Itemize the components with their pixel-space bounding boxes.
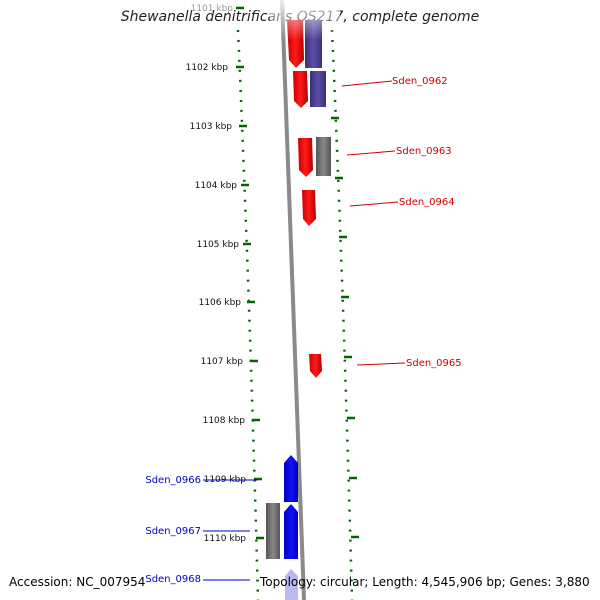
gene-sden-0966[interactable] [284,455,298,502]
genome-backbone [280,0,306,600]
ruler-label: 1108 kbp [203,416,246,426]
ruler-label: 1107 kbp [201,357,244,367]
gene-sden-0967[interactable] [284,504,298,559]
gene-label-sden-0968[interactable]: Sden_0968 [145,574,201,585]
gene-label-sden-0965[interactable]: Sden_0965 [406,358,462,369]
gene-sden-0963[interactable] [298,138,313,177]
genome-summary-text: Topology: circular; Length: 4,545,906 bp… [260,575,590,589]
ruler-label: 1104 kbp [195,181,238,191]
gene-sden-0965[interactable] [309,354,322,378]
gene-label-sden-0966[interactable]: Sden_0966 [145,475,201,486]
gene-sden-0962[interactable] [293,71,308,108]
ruler-label: 1103 kbp [190,122,233,132]
outer-ruler-track-left [236,29,260,600]
gene-label-sden-0967[interactable]: Sden_0967 [145,526,201,537]
leader-line-sden-0962 [341,80,393,87]
gene-sden-0968[interactable] [285,569,298,600]
top-fade [270,0,340,40]
gene-label-sden-0963[interactable]: Sden_0963 [396,146,452,157]
leader-line-sden-0965 [356,362,406,366]
accession-text: Accession: NC_007954 [9,575,146,589]
gene-sden-0964[interactable] [302,190,316,226]
gene-label-sden-0962[interactable]: Sden_0962 [392,76,448,87]
gene-gray-0963b[interactable] [316,137,331,176]
gene-purple-b[interactable] [310,71,326,107]
ruler-label: 1110 kbp [204,534,247,544]
leader-line-sden-0963 [346,150,396,156]
ruler-label: 1101 kbp [191,4,234,14]
ruler-label: 1106 kbp [199,298,242,308]
ruler-label: 1105 kbp [197,240,240,250]
gene-label-sden-0964[interactable]: Sden_0964 [399,197,455,208]
ruler-major-ticks [236,6,359,540]
outer-ruler-track-right [330,29,354,600]
ruler-label: 1102 kbp [186,63,229,73]
leader-line-sden-0964 [349,201,399,207]
gene-gray-0967b[interactable] [266,503,280,559]
